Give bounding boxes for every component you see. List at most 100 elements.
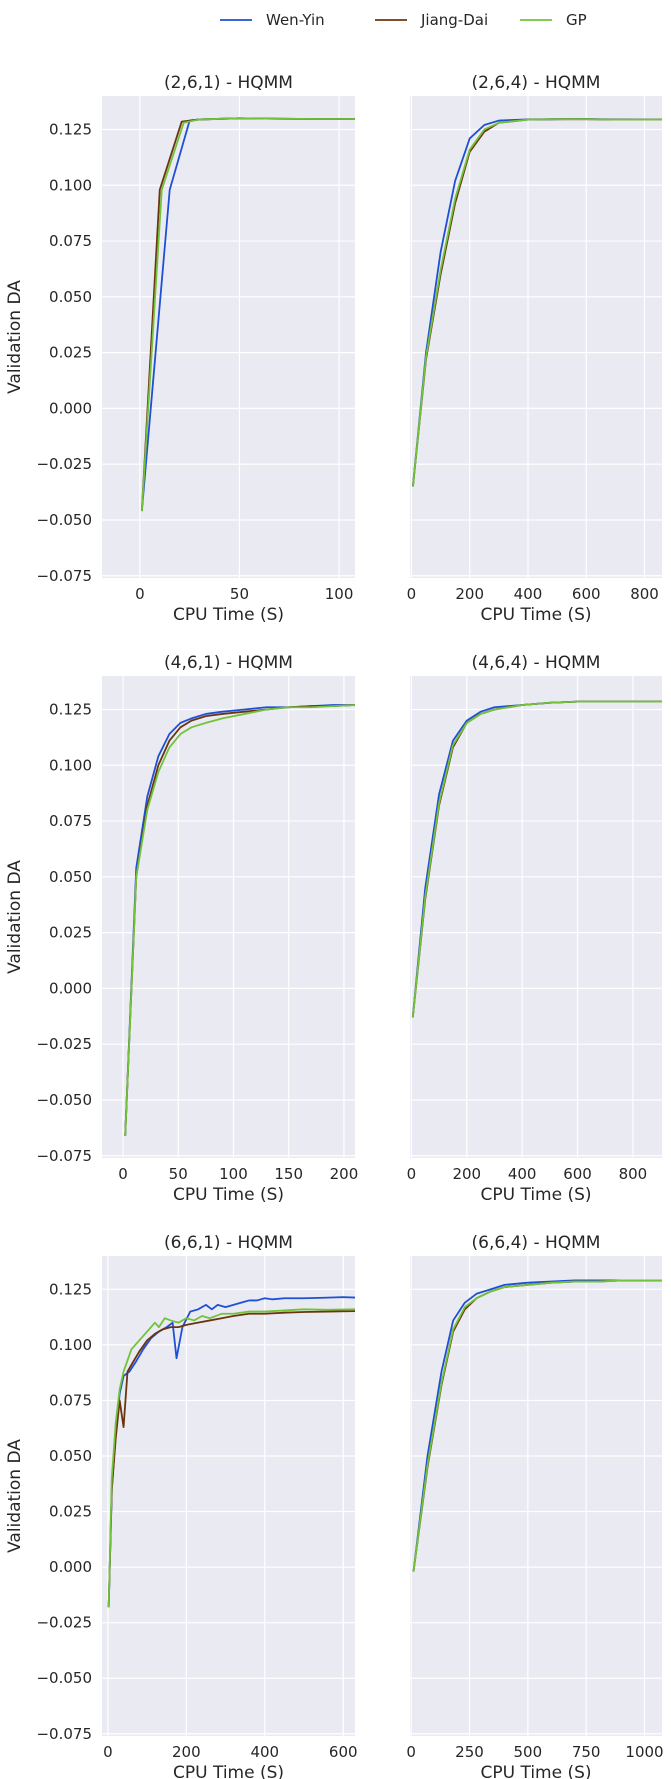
y-tick-label: 0.050 [49, 1447, 92, 1465]
y-tick-label: 0.000 [49, 1558, 92, 1576]
y-axis-label: Validation DA [5, 280, 25, 394]
series-line-gp [412, 1279, 662, 1572]
x-tick-label: 400 [514, 585, 543, 603]
y-tick-label: −0.050 [36, 1669, 92, 1687]
y-tick-label: −0.025 [36, 1035, 92, 1053]
series-line-gp [107, 1308, 356, 1608]
plot-area [410, 96, 662, 578]
x-tick-label: 0 [406, 1743, 416, 1761]
x-tick-label: 600 [329, 1743, 358, 1761]
chart-title: (4,6,1) - HQMM [164, 653, 293, 673]
series-group [412, 1279, 662, 1572]
x-tick-label: 200 [172, 1743, 201, 1761]
y-tick-label: 0.075 [49, 232, 92, 250]
y-tick-label: −0.050 [36, 511, 92, 529]
series-line-gp [124, 704, 356, 1136]
chart-panel-1: −0.075 −0.050 −0.025 0.000 0.025 0.050 0.075 0.… [5, 73, 355, 625]
y-axis-label: Validation DA [5, 1439, 25, 1553]
gridlines [102, 676, 355, 1158]
chart-panel-5: −0.075 −0.050 −0.025 0.000 0.025 0.050 0.075 0.… [5, 1233, 358, 1779]
x-axis-label: CPU Time (S) [480, 605, 591, 625]
x-tick-label: 200 [330, 1165, 359, 1183]
x-tick-label: 1000 [625, 1743, 663, 1761]
y-tick-label: −0.025 [36, 455, 92, 473]
y-tick-label: 0.025 [49, 924, 92, 942]
x-tick-label: 150 [274, 1165, 303, 1183]
plot-area [410, 1256, 662, 1736]
x-axis-label: CPU Time (S) [173, 605, 284, 625]
legend-entry-jiang-dai: Jiang-Dai [375, 11, 488, 29]
gridlines [410, 676, 662, 1158]
gridlines [410, 96, 662, 578]
plot-area [102, 676, 355, 1158]
legend: Wen-Yin Jiang-Dai GP [220, 11, 587, 29]
x-tick-label: 600 [572, 585, 601, 603]
y-tick-label: 0.100 [49, 756, 92, 774]
x-tick-label: 100 [325, 585, 354, 603]
chart-panel-4: 0 200 400 600 800 (4,6,4) - HQMM CPU Time (S) [407, 653, 662, 1205]
x-tick-label: 0 [103, 1743, 113, 1761]
series-group [107, 1296, 356, 1608]
x-axis-label: CPU Time (S) [173, 1185, 284, 1205]
chart-title: (2,6,4) - HQMM [472, 73, 601, 93]
gridlines [410, 1256, 662, 1736]
y-tick-label: −0.025 [36, 1614, 92, 1632]
y-tick-label: 0.000 [49, 399, 92, 417]
chart-panels: −0.075 −0.050 −0.025 0.000 0.025 0.050 0.075 0.… [5, 73, 664, 1779]
x-tick-label: 250 [455, 1743, 484, 1761]
plot-area [410, 676, 662, 1158]
x-tick-label: 600 [563, 1165, 592, 1183]
y-tick-label: 0.050 [49, 288, 92, 306]
y-tick-label: 0.125 [49, 1280, 92, 1298]
series-line-jiang-dai [107, 1310, 356, 1608]
chart-title: (2,6,1) - HQMM [164, 73, 293, 93]
y-tick-label: 0.125 [49, 700, 92, 718]
y-tick-label: 0.025 [49, 344, 92, 362]
x-tick-label: 400 [250, 1743, 279, 1761]
x-tick-label: 200 [455, 585, 484, 603]
x-axis-label: CPU Time (S) [173, 1763, 284, 1779]
y-tick-label: 0.125 [49, 120, 92, 138]
legend-entry-gp: GP [520, 11, 587, 29]
y-tick-label: −0.050 [36, 1091, 92, 1109]
x-axis-label: CPU Time (S) [480, 1185, 591, 1205]
legend-label: Jiang-Dai [420, 11, 488, 29]
series-group [412, 118, 662, 487]
chart-title: (6,6,4) - HQMM [472, 1233, 601, 1253]
x-tick-label: 0 [135, 585, 145, 603]
chart-title: (6,6,1) - HQMM [164, 1233, 293, 1253]
series-group [140, 117, 355, 512]
legend-label: GP [566, 11, 587, 29]
plot-area [102, 1256, 355, 1736]
x-tick-label: 750 [572, 1743, 601, 1761]
series-line-gp [412, 118, 662, 487]
legend-entry-wen-yin: Wen-Yin [220, 11, 325, 29]
x-tick-label: 800 [619, 1165, 648, 1183]
x-tick-label: 0 [118, 1165, 128, 1183]
series-line-gp [411, 700, 662, 1018]
series-group [411, 700, 662, 1018]
gridlines [102, 96, 355, 578]
x-tick-label: 400 [508, 1165, 537, 1183]
y-tick-label: 0.100 [49, 176, 92, 194]
plot-area [102, 96, 355, 578]
y-tick-label: 0.100 [49, 1336, 92, 1354]
y-tick-label: 0.075 [49, 1391, 92, 1409]
x-tick-label: 50 [230, 585, 249, 603]
x-tick-label: 100 [219, 1165, 248, 1183]
y-tick-label: 0.025 [49, 1503, 92, 1521]
y-tick-label: 0.075 [49, 812, 92, 830]
y-tick-label: 0.000 [49, 979, 92, 997]
y-tick-label: −0.075 [36, 567, 92, 585]
y-tick-label: −0.075 [36, 1725, 92, 1743]
y-tick-label: 0.050 [49, 868, 92, 886]
y-tick-label: −0.075 [36, 1147, 92, 1165]
x-tick-label: 0 [407, 585, 417, 603]
x-axis-label: CPU Time (S) [480, 1763, 591, 1779]
series-line-wen-yin [107, 1296, 356, 1608]
x-tick-label: 500 [514, 1743, 543, 1761]
chart-title: (4,6,4) - HQMM [472, 653, 601, 673]
x-tick-label: 800 [630, 585, 659, 603]
gridlines [102, 1256, 355, 1736]
